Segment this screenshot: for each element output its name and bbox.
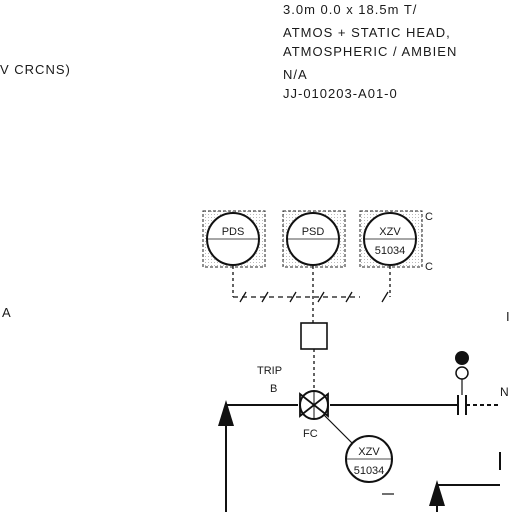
label-c-lower: C: [425, 261, 433, 273]
label-arrow-n: N: [500, 385, 509, 399]
indicator-ring: [455, 366, 469, 380]
flow-arrow-up-left: [218, 400, 234, 426]
trip-valve[interactable]: [299, 390, 329, 420]
label-pds: PDS: [222, 226, 245, 238]
label-xzv-bottom-1: XZV: [358, 446, 380, 458]
instrument-panel: PDS PSD XZV 51034 C C: [202, 210, 433, 273]
leader-line: [323, 414, 353, 444]
solenoid-actuator[interactable]: [300, 322, 328, 350]
label-psd: PSD: [302, 226, 325, 238]
header-line-4: N/A: [283, 67, 308, 82]
flow-arrow-up-right: [429, 480, 445, 506]
left-header-label: V CRCNS): [0, 62, 71, 77]
side-label-a: A: [2, 305, 12, 320]
label-b: B: [270, 383, 277, 395]
label-xzv-top-2: 51034: [375, 245, 406, 257]
edge-label-right: I: [506, 309, 511, 324]
header-line-2: ATMOS + STATIC HEAD,: [283, 25, 451, 40]
header-line-5: JJ-010203-A01-0: [283, 86, 398, 101]
signal-lines: [232, 266, 391, 323]
indicator-dot: [455, 351, 469, 365]
label-xzv-bottom-2: 51034: [354, 465, 385, 477]
label-trip: TRIP: [257, 365, 282, 377]
label-c-upper: C: [425, 211, 433, 223]
label-xzv-top-1: XZV: [379, 226, 401, 238]
label-fc: FC: [303, 428, 318, 440]
header-line-3: ATMOSPHERIC / AMBIEN: [283, 44, 458, 59]
header-line-1: 3.0m 0.0 x 18.5m T/: [283, 2, 418, 17]
